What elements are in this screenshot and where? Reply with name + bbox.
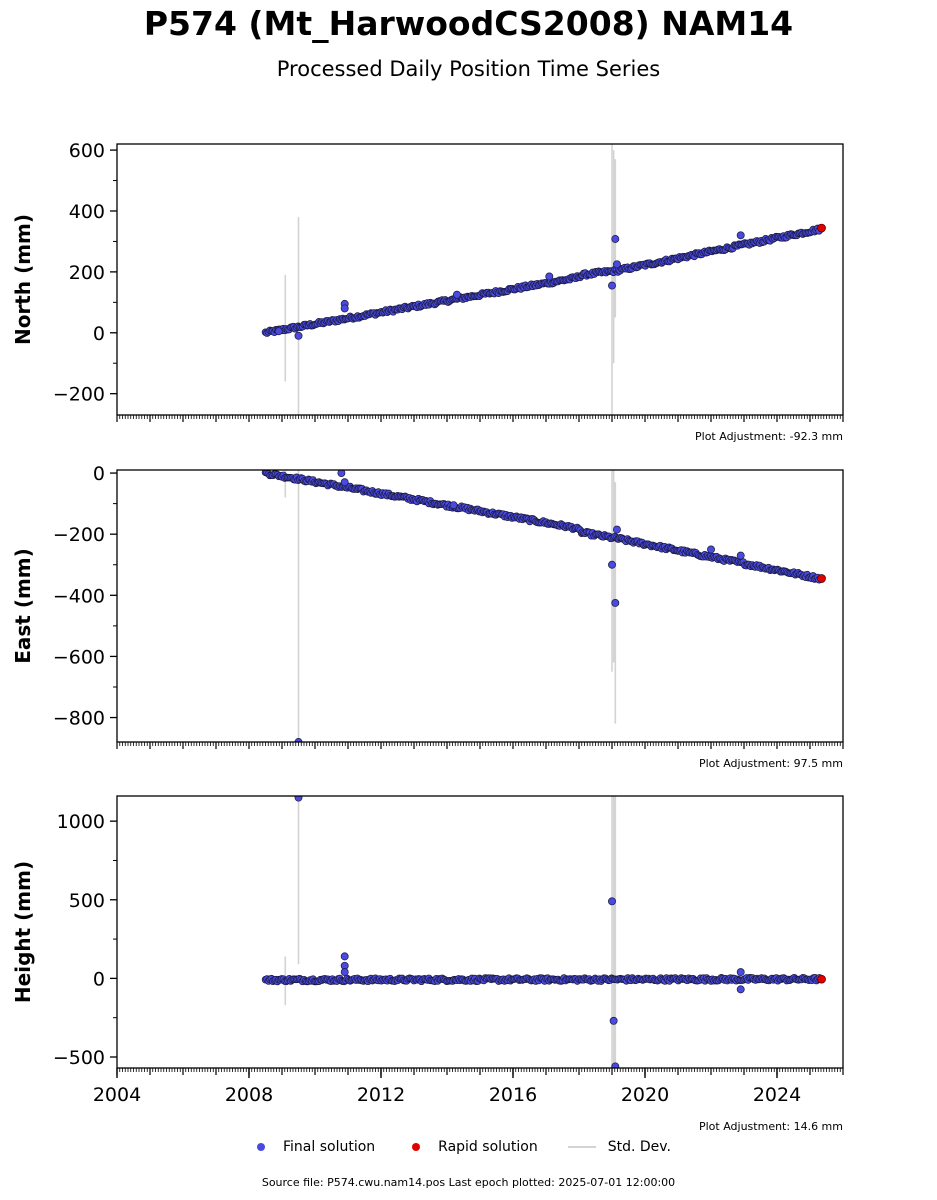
panel-2: −800 −600 −400 −200 0 East (mm) Plot Adjustmen… [11,463,844,770]
plot-area [261,470,826,742]
final-point-outlier [340,478,349,487]
final-point-outlier [608,560,616,569]
final-point-outlier [611,598,620,607]
y-tick-label: −200 [53,524,105,546]
x-tick-label: 2008 [225,1084,273,1106]
legend: Final solution Rapid solution Std. Dev. [250,1136,701,1158]
plot-adjustment-label: Plot Adjustment: 14.6 mm [699,1120,843,1133]
y-tick-label: 1000 [57,811,105,833]
final-point-outlier [294,331,303,340]
x-tick-label: 2016 [489,1084,537,1106]
plot-adjustment-label: Plot Adjustment: 97.5 mm [699,757,843,770]
rapid-point [817,223,826,233]
y-axis-label: East (mm) [11,548,35,664]
source-line: Source file: P574.cwu.nam14.pos Last epo… [261,1176,676,1189]
x-tick-label: 2012 [357,1084,405,1106]
final-solution-marker-icon [257,1143,265,1151]
plot-area [261,796,826,1068]
final-point-outlier [337,470,346,478]
final-point-outlier [545,272,554,281]
std-dev-line-icon [567,1146,596,1148]
y-tick-label: 0 [93,463,105,485]
final-point-outlier [608,281,616,290]
y-tick-label: −800 [53,708,105,730]
rapid-point [817,974,826,984]
final-point-outlier [613,525,621,534]
y-tick-label: 400 [69,201,105,223]
legend-final: Final solution [250,1139,375,1155]
y-tick-label: 600 [69,140,105,162]
y-tick-label: −500 [53,1047,105,1069]
final-point-outlier [294,738,303,742]
final-point-outlier [340,304,349,313]
final-point-outlier [736,551,745,560]
final-point-outlier [340,952,349,961]
y-tick-label: 200 [69,262,105,284]
final-point-outlier [294,796,303,802]
y-tick-label: −400 [53,585,105,607]
panel-3: −500 0 500 1000 2004 2008 2012 2016 2020 2024 Heig… [11,795,844,1133]
plot-adjustment-label: Plot Adjustment: -92.3 mm [695,430,843,443]
rapid-solution-marker-icon [412,1143,421,1151]
chart-title: P574 (Mt_HarwoodCS2008) NAM14 [143,4,794,43]
rapid-point [817,574,826,583]
y-tick-label: −200 [53,384,105,406]
plot-frame [116,143,844,416]
final-point-outlier [736,985,745,994]
y-tick-label: −600 [53,646,105,668]
y-axis-label: North (mm) [11,214,35,345]
y-axis-label: Height (mm) [11,861,35,1003]
final-point-outlier [449,501,458,510]
y-tick-label: 500 [69,890,105,912]
panel-1: −200 0 200 400 600 North (mm) Plot Adjustment:… [11,140,844,443]
x-tick-label: 2024 [753,1084,801,1106]
final-point-outlier [274,327,283,336]
legend-stddev-label: Std. Dev. [607,1139,671,1155]
final-point-outlier [452,290,461,299]
legend-rapid-label: Rapid solution [438,1139,538,1155]
legend-final-label: Final solution [283,1139,376,1155]
plot-area [261,144,826,415]
legend-rapid: Rapid solution [405,1139,538,1155]
plot-frame [116,795,844,1069]
x-tick-label: 2020 [621,1084,669,1106]
final-point-outlier [736,968,745,977]
x-tick-label: 2004 [93,1084,141,1106]
final-point-outlier [608,897,616,906]
final-point-outlier [707,545,715,554]
y-tick-label: 0 [93,968,105,990]
final-point-outlier [340,968,349,977]
final-point-outlier [736,231,745,240]
final-point-outlier [613,260,621,269]
final-point-outlier [609,1016,618,1025]
final-point-outlier [611,1062,620,1068]
final-point-outlier [611,235,620,243]
chart-subtitle: Processed Daily Position Time Series [276,57,661,81]
y-tick-label: 0 [93,323,105,345]
legend-stddev: Std. Dev. [567,1139,671,1155]
